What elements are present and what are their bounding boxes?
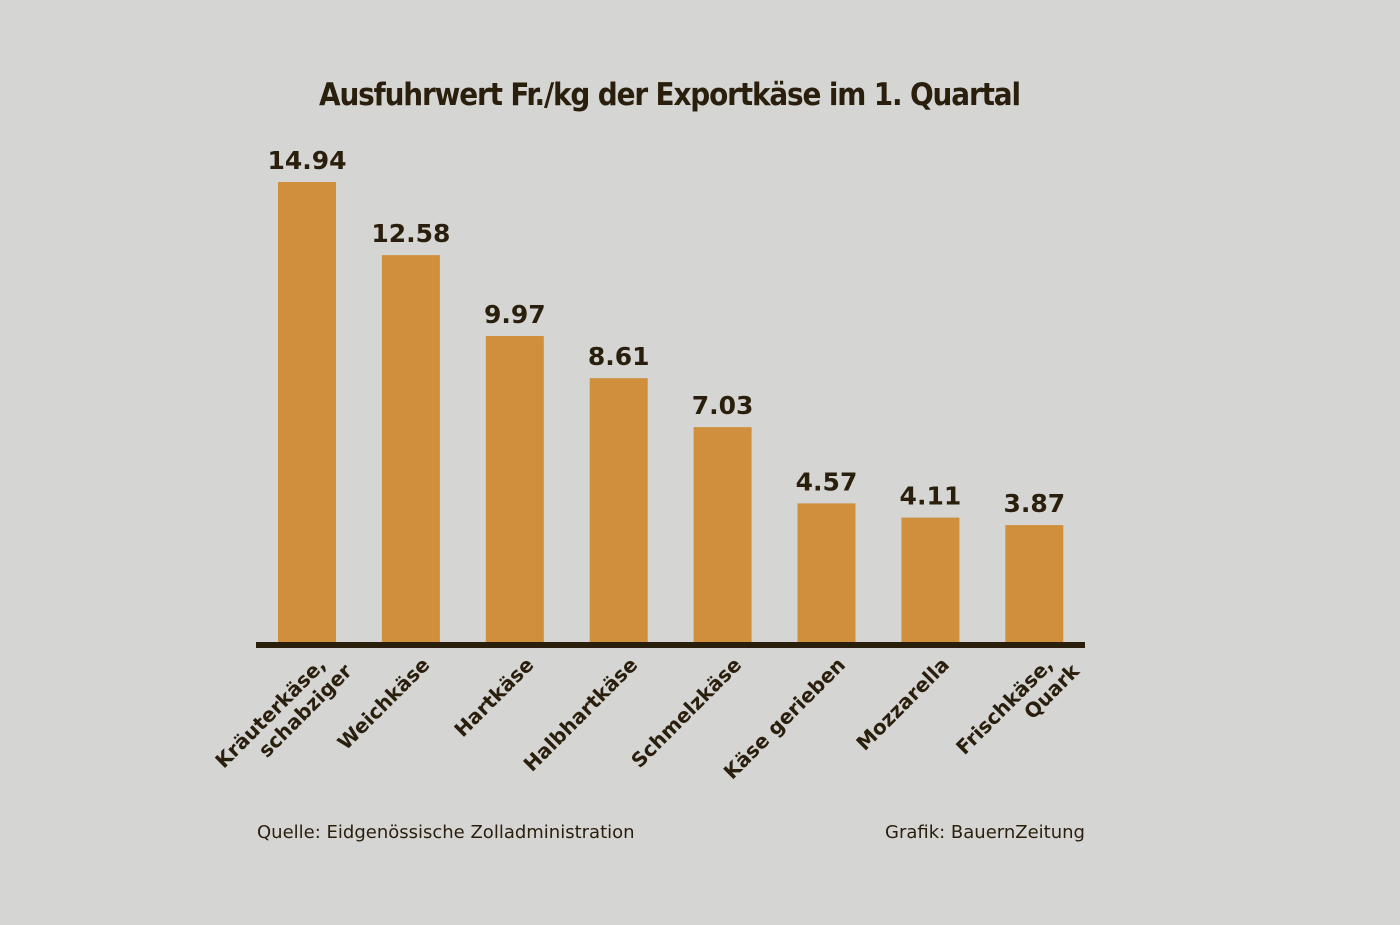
bar — [693, 427, 752, 645]
x-axis-line — [256, 642, 1085, 648]
source-note: Quelle: Eidgenössische Zolladministratio… — [257, 822, 635, 843]
bar — [797, 503, 856, 645]
category-label: Kräuterkäse,schabziger — [210, 643, 356, 789]
bar — [381, 255, 440, 645]
chart-title: Ausfuhrwert Fr./kg der Exportkäse im 1. … — [319, 77, 1021, 113]
bar — [485, 336, 544, 645]
data-label: 4.11 — [900, 482, 962, 511]
data-label: 12.58 — [371, 219, 450, 248]
data-label: 8.61 — [588, 342, 650, 371]
category-label: Mozzarella — [851, 653, 954, 756]
category-label: Schmelzkäse — [626, 653, 746, 773]
data-label: 7.03 — [692, 391, 754, 420]
data-label: 3.87 — [1003, 489, 1065, 518]
data-label: 9.97 — [484, 300, 546, 329]
data-label: 14.94 — [267, 146, 346, 175]
bar — [1005, 525, 1064, 645]
data-label: 4.57 — [796, 467, 858, 496]
category-label: Halbhartkäse — [519, 653, 643, 777]
bar — [278, 182, 336, 645]
bar — [589, 378, 648, 645]
credit-note: Grafik: BauernZeitung — [885, 822, 1085, 843]
category-label: Hartkäse — [449, 653, 538, 742]
category-label: Frischkäse,Quark — [951, 642, 1084, 775]
bar — [901, 517, 960, 645]
